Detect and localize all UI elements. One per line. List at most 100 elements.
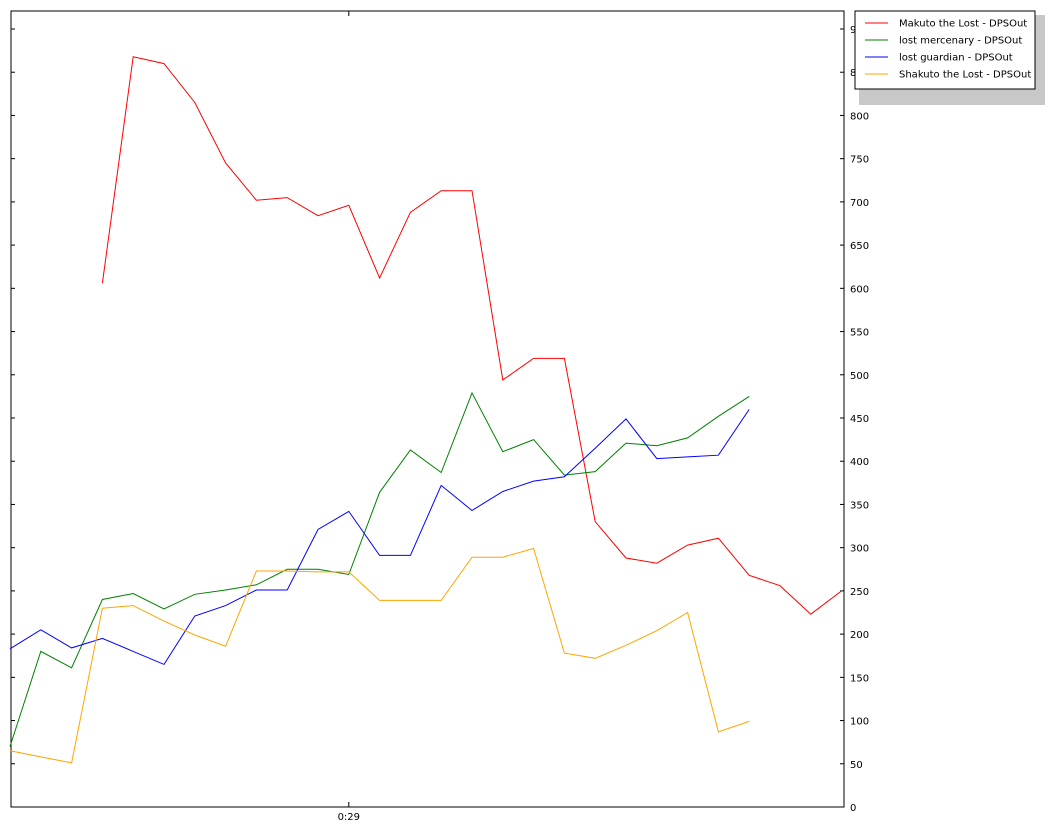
data-point xyxy=(687,544,688,545)
y-tick-label: 700 xyxy=(850,198,869,209)
data-point xyxy=(133,605,134,606)
data-point xyxy=(625,557,626,558)
data-point xyxy=(133,593,134,594)
data-point xyxy=(194,594,195,595)
data-point xyxy=(410,449,411,450)
y-tick-label: 150 xyxy=(850,673,869,684)
data-point xyxy=(256,584,257,585)
data-point xyxy=(225,605,226,606)
data-point xyxy=(379,492,380,493)
data-point xyxy=(441,472,442,473)
data-point xyxy=(410,600,411,601)
data-point xyxy=(502,451,503,452)
y-tick-label: 550 xyxy=(850,328,869,339)
legend: Makuto the Lost - DPSOut lost mercenary -… xyxy=(854,10,1045,105)
data-point xyxy=(533,358,534,359)
data-point xyxy=(502,379,503,380)
series-line xyxy=(9,547,750,764)
y-tick-label: 0 xyxy=(850,803,856,814)
data-point xyxy=(533,481,534,482)
data-point xyxy=(40,651,41,652)
series-1 xyxy=(9,391,750,747)
data-point xyxy=(256,570,257,571)
legend-entry: Shakuto the Lost - DPSOut xyxy=(899,70,1031,81)
y-tick-label: 250 xyxy=(850,587,869,598)
data-point xyxy=(163,608,164,609)
data-point xyxy=(287,589,288,590)
data-point xyxy=(564,653,565,654)
data-point xyxy=(841,590,842,591)
data-point xyxy=(595,521,596,522)
y-tick-label: 200 xyxy=(850,630,869,641)
data-point xyxy=(102,638,103,639)
data-point xyxy=(225,162,226,163)
data-point xyxy=(656,458,657,459)
data-point xyxy=(194,615,195,616)
data-point xyxy=(718,455,719,456)
data-point xyxy=(564,476,565,477)
data-point xyxy=(471,392,472,393)
y-tick-label: 300 xyxy=(850,544,869,555)
data-point xyxy=(779,585,780,586)
data-point xyxy=(595,471,596,472)
series-lines xyxy=(9,56,842,764)
data-point xyxy=(410,555,411,556)
data-point xyxy=(502,491,503,492)
data-point xyxy=(656,563,657,564)
data-point xyxy=(348,571,349,572)
series-line xyxy=(101,56,842,615)
data-point xyxy=(9,648,10,649)
data-point xyxy=(718,538,719,539)
data-point xyxy=(379,600,380,601)
data-point xyxy=(533,439,534,440)
data-point xyxy=(595,658,596,659)
data-point xyxy=(287,570,288,571)
y-tick-label: 100 xyxy=(850,717,869,728)
data-point xyxy=(317,569,318,570)
data-point xyxy=(533,548,534,549)
data-point xyxy=(163,664,164,665)
data-point xyxy=(225,589,226,590)
data-point xyxy=(749,721,750,722)
data-point xyxy=(410,212,411,213)
data-point xyxy=(9,750,10,751)
series-line xyxy=(9,409,750,666)
y-tick-label: 500 xyxy=(850,371,869,382)
series-3 xyxy=(9,547,750,764)
legend-entry: lost guardian - DPSOut xyxy=(899,53,1013,64)
data-point xyxy=(102,283,103,284)
data-point xyxy=(194,102,195,103)
data-point xyxy=(133,651,134,652)
data-point xyxy=(656,445,657,446)
data-point xyxy=(287,197,288,198)
data-point xyxy=(317,529,318,530)
axis-ticks: 0 50 100 150 200 250 300 350 400 450 500 550 600 650 7… xyxy=(11,11,869,823)
data-point xyxy=(687,612,688,613)
y-tick-label: 750 xyxy=(850,155,869,166)
data-point xyxy=(471,557,472,558)
series-line xyxy=(9,391,750,747)
y-tick-label: 650 xyxy=(850,241,869,252)
y-tick-label: 450 xyxy=(850,414,869,425)
data-point xyxy=(163,621,164,622)
data-point xyxy=(687,437,688,438)
data-point xyxy=(625,645,626,646)
data-point xyxy=(595,448,596,449)
data-point xyxy=(749,409,750,410)
data-point xyxy=(810,614,811,615)
data-point xyxy=(40,756,41,757)
legend-box xyxy=(854,10,1036,90)
data-point xyxy=(163,63,164,64)
data-point xyxy=(656,630,657,631)
data-point xyxy=(317,215,318,216)
data-point xyxy=(749,396,750,397)
y-tick-label: 400 xyxy=(850,457,869,468)
data-point xyxy=(102,608,103,609)
data-point xyxy=(564,474,565,475)
data-point xyxy=(687,456,688,457)
y-tick-label: 50 xyxy=(850,760,863,771)
series-0 xyxy=(101,56,842,615)
data-point xyxy=(625,442,626,443)
data-point xyxy=(348,511,349,512)
data-point xyxy=(718,416,719,417)
